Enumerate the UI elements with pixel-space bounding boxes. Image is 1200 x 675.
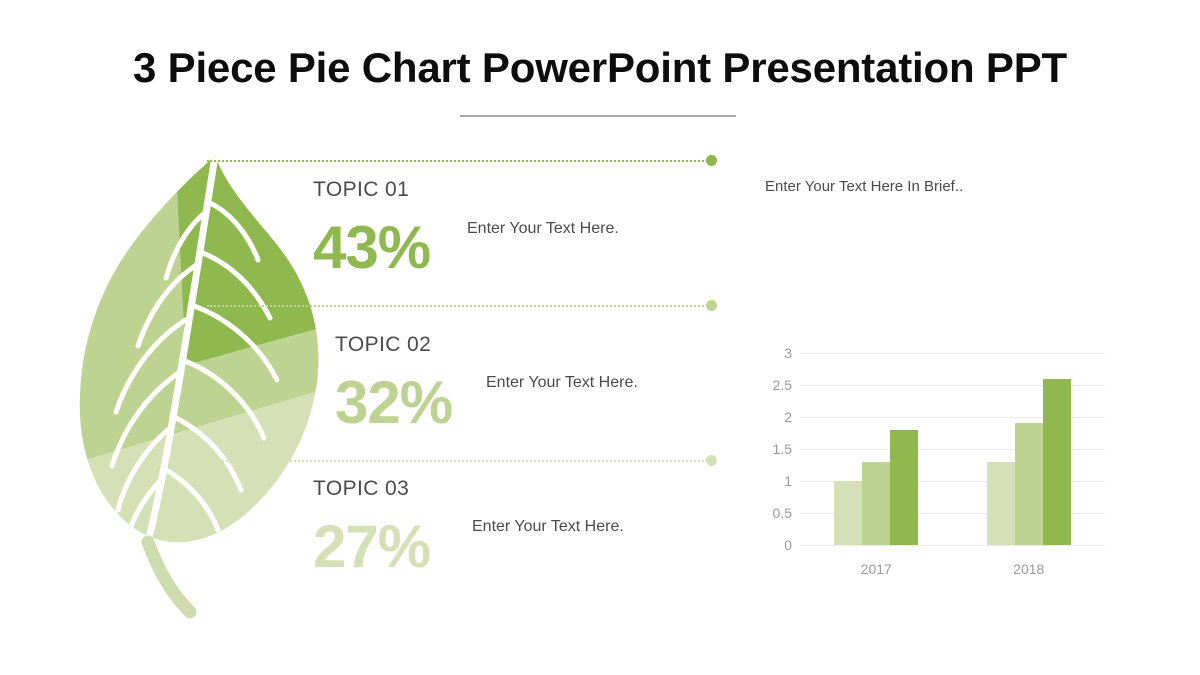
page-title: 3 Piece Pie Chart PowerPoint Presentatio… xyxy=(133,44,1067,91)
chart-gridline xyxy=(800,481,1105,482)
title-divider xyxy=(460,115,736,117)
topic-description-03: Enter Your Text Here. xyxy=(472,518,624,535)
topic-description-01: Enter Your Text Here. xyxy=(467,220,619,237)
bar-chart: 0 0.5 1 1.5 2 2.5 3 2017 2018 xyxy=(755,345,1105,590)
chart-y-tick-label: 3 xyxy=(784,345,792,361)
chart-gridline xyxy=(800,353,1105,354)
chart-y-tick-label: 2.5 xyxy=(772,377,792,393)
chart-bar xyxy=(986,461,1015,545)
topic-percent-01: 43% xyxy=(313,214,431,281)
chart-bar xyxy=(890,429,919,545)
chart-x-tick-label: 2018 xyxy=(1013,561,1045,577)
topic-label-01: TOPIC 01 xyxy=(313,178,410,201)
chart-bar xyxy=(1042,378,1071,545)
topic-description-02: Enter Your Text Here. xyxy=(486,374,638,391)
connector-dot-topic-01 xyxy=(706,155,717,166)
chart-gridline xyxy=(800,513,1105,514)
topic-label-03: TOPIC 03 xyxy=(313,477,410,500)
chart-gridline xyxy=(800,385,1105,386)
topic-percent-02: 32% xyxy=(335,369,453,436)
topic-block-02: TOPIC 02 32% xyxy=(313,333,713,433)
connector-line-topic-01 xyxy=(207,160,712,162)
chart-gridline xyxy=(800,417,1105,418)
brief-text: Enter Your Text Here In Brief.. xyxy=(765,178,964,195)
chart-y-tick-label: 0 xyxy=(784,537,792,553)
connector-line-topic-03 xyxy=(207,460,712,462)
chart-y-tick-label: 1.5 xyxy=(772,441,792,457)
connector-line-topic-02 xyxy=(207,305,712,307)
topic-label-02: TOPIC 02 xyxy=(335,333,432,356)
leaf-stem xyxy=(141,535,197,619)
connector-dot-topic-02 xyxy=(706,300,717,311)
chart-y-tick-label: 1 xyxy=(784,473,792,489)
connector-dot-topic-03 xyxy=(706,455,717,466)
chart-gridline xyxy=(800,545,1105,546)
chart-y-tick-label: 0.5 xyxy=(772,505,792,521)
chart-x-tick-label: 2017 xyxy=(860,561,892,577)
chart-bar xyxy=(1014,423,1043,545)
topic-percent-03: 27% xyxy=(313,513,431,580)
chart-bar xyxy=(834,481,863,545)
chart-gridline xyxy=(800,449,1105,450)
leaf-illustration xyxy=(78,150,328,630)
chart-y-tick-label: 2 xyxy=(784,409,792,425)
topic-block-03: TOPIC 03 27% xyxy=(313,477,713,577)
leaf-midrib xyxy=(144,156,219,543)
chart-bar xyxy=(862,461,891,545)
topic-block-01: TOPIC 01 43% xyxy=(313,178,713,278)
